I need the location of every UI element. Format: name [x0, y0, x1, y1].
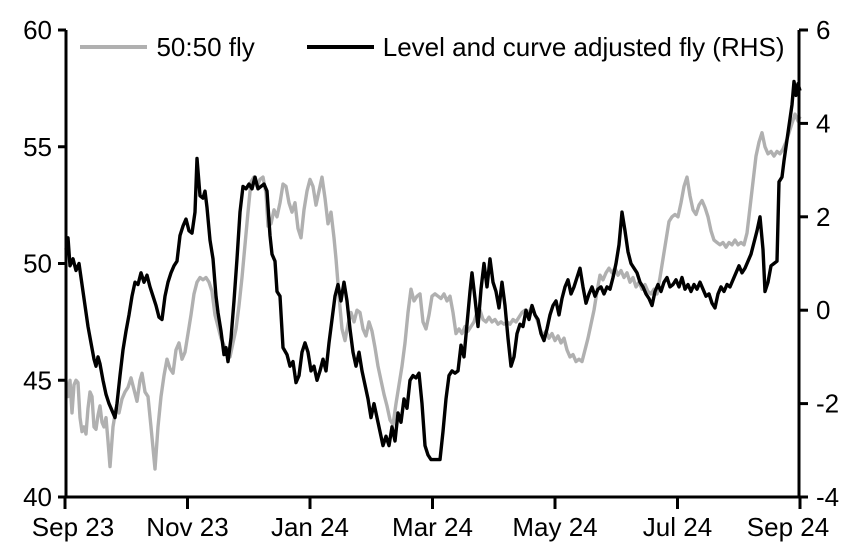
legend-item-5050-fly: 50:50 fly	[80, 32, 255, 62]
x-axis-tick-label: Jul 24	[643, 512, 712, 542]
x-axis-tick-label: May 24	[512, 512, 597, 542]
right-axis-tick-label: -4	[816, 482, 839, 512]
x-axis-tick-label: Sep 23	[32, 512, 114, 542]
legend-label-adjusted-fly: Level and curve adjusted fly (RHS)	[382, 32, 785, 62]
x-axis-tick-label: Sep 24	[747, 512, 829, 542]
right-axis-tick-label: 0	[816, 295, 830, 325]
left-axis-tick-label: 55	[23, 132, 52, 162]
right-axis-tick-label: 6	[816, 15, 830, 45]
series-line-5050-fly	[64, 112, 802, 471]
series-line-adjusted-fly	[64, 79, 802, 462]
x-axis-tick-label: Jan 24	[271, 512, 349, 542]
right-axis-tick-label: -2	[816, 389, 839, 419]
legend-label-5050-fly: 50:50 fly	[156, 32, 255, 62]
right-axis-tick-label: 4	[816, 108, 830, 138]
left-axis-tick-label: 60	[23, 15, 52, 45]
x-axis-tick-label: Mar 24	[392, 512, 473, 542]
chart-legend: 50:50 fly Level and curve adjusted fly (…	[65, 30, 800, 64]
left-axis-tick-label: 50	[23, 249, 52, 279]
gray-line-swatch	[80, 45, 148, 49]
x-axis-tick-label: Nov 23	[146, 512, 228, 542]
legend-item-adjusted-fly: Level and curve adjusted fly (RHS)	[306, 32, 785, 62]
left-axis-tick-label: 45	[23, 365, 52, 395]
black-line-swatch	[306, 45, 374, 49]
right-axis-tick-label: 2	[816, 202, 830, 232]
left-axis-tick-label: 40	[23, 482, 52, 512]
